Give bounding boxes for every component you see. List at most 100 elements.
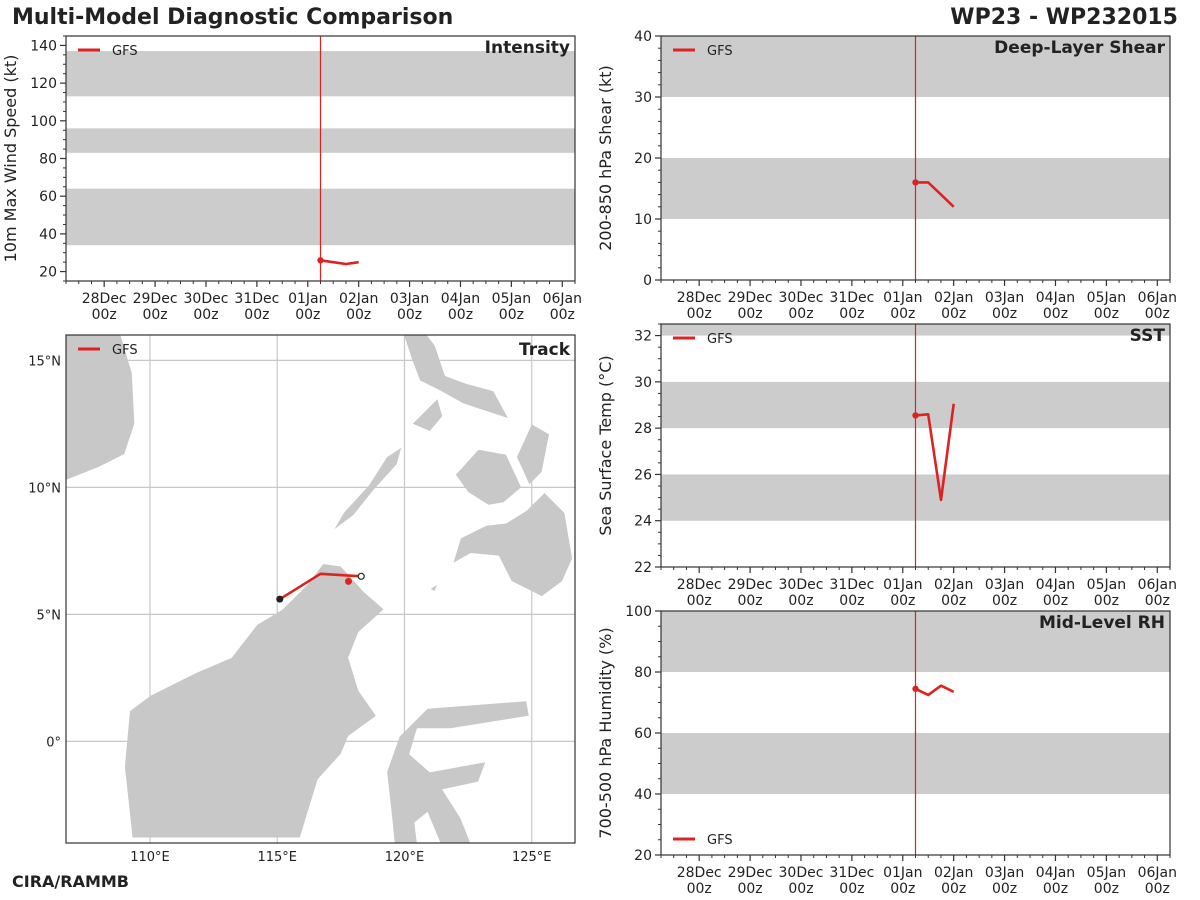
sst-ytick-label: 28	[634, 421, 652, 437]
rh-xtick-day: 06Jan	[1138, 865, 1177, 881]
shear-xtick-hour: 00z	[890, 306, 915, 322]
rh-xtick-hour: 00z	[1094, 881, 1119, 897]
sst-xtick-day: 29Dec	[728, 577, 773, 593]
sst-xtick-hour: 00z	[1094, 593, 1119, 609]
shear-title: Deep-Layer Shear	[994, 38, 1165, 58]
shear-xtick-day: 29Dec	[728, 290, 773, 306]
shear-xtick-hour: 00z	[992, 306, 1017, 322]
intensity-xtick-hour: 00z	[92, 307, 117, 323]
shear-xtick-hour: 00z	[737, 306, 762, 322]
shear-ytick-label: 30	[634, 90, 652, 106]
rh-xtick-hour: 00z	[1145, 881, 1170, 897]
shear-xtick-hour: 00z	[941, 306, 966, 322]
intensity-xtick-hour: 00z	[193, 307, 218, 323]
track-end-point	[357, 572, 365, 580]
sst-xtick-day: 02Jan	[934, 577, 973, 593]
credit-label: CIRA/RAMMB	[12, 872, 129, 891]
lon-tick-label: 125°E	[512, 850, 552, 865]
lon-tick-label: 115°E	[257, 850, 297, 865]
intensity-xtick-hour: 00z	[295, 307, 320, 323]
rh-title: Mid-Level RH	[1039, 613, 1165, 633]
intensity-xtick-day: 03Jan	[390, 291, 429, 307]
rh-xtick-hour: 00z	[737, 881, 762, 897]
shear-xtick-day: 02Jan	[934, 290, 973, 306]
sst-xtick-day: 04Jan	[1036, 577, 1075, 593]
intensity-ytick-label: 100	[30, 114, 57, 130]
sst-xtick-day: 28Dec	[677, 577, 722, 593]
page-title: Multi-Model Diagnostic Comparison	[12, 5, 454, 30]
shear-ylabel: 200-850 hPa Shear (kt)	[596, 65, 615, 251]
sst-ytick-label: 24	[634, 514, 652, 530]
shear-ytick-label: 40	[634, 29, 652, 45]
track-start-point	[276, 595, 284, 603]
shear-ytick-label: 10	[634, 212, 652, 228]
shear-xtick-day: 01Jan	[883, 290, 922, 306]
intensity-xtick-hour: 00z	[244, 307, 269, 323]
shear-xtick-hour: 00z	[788, 306, 813, 322]
intensity-ytick-label: 120	[30, 76, 57, 92]
sst-xtick-hour: 00z	[941, 593, 966, 609]
land-mindoro	[411, 397, 444, 432]
intensity-xtick-day: 01Jan	[288, 291, 327, 307]
lat-tick-label: 5°N	[37, 608, 62, 623]
sst-series-start-point	[912, 412, 919, 419]
lon-tick-label: 120°E	[385, 850, 425, 865]
lat-tick-label: 0°	[46, 735, 61, 750]
shear-xtick-hour: 00z	[839, 306, 864, 322]
intensity-ytick-label: 140	[30, 38, 57, 54]
track-init-point	[344, 577, 352, 585]
intensity-xtick-day: 02Jan	[339, 291, 378, 307]
land-sulu	[429, 582, 439, 593]
land-layer	[66, 335, 573, 843]
intensity-series-start-point	[317, 257, 324, 264]
rh-xtick-hour: 00z	[788, 881, 813, 897]
shear-xtick-day: 30Dec	[779, 290, 824, 306]
shear-xtick-hour: 00z	[687, 306, 712, 322]
intensity-xtick-day: 04Jan	[441, 291, 480, 307]
sst-xtick-hour: 00z	[1145, 593, 1170, 609]
sst-series-gfs	[915, 403, 955, 502]
intensity-xtick-day: 05Jan	[492, 291, 531, 307]
shear-series-start-point	[912, 179, 919, 186]
rh-xtick-day: 28Dec	[677, 865, 722, 881]
rh-ytick-label: 60	[634, 726, 652, 742]
rh-series-start-point	[912, 685, 919, 692]
shear-legend-label: GFS	[707, 44, 733, 59]
intensity-xtick-day: 29Dec	[133, 291, 178, 307]
map-graticule	[66, 335, 575, 843]
sst-xtick-hour: 00z	[687, 593, 712, 609]
rh-xtick-hour: 00z	[992, 881, 1017, 897]
land-indochina	[66, 335, 136, 481]
storm-id: WP23 - WP232015	[950, 5, 1178, 30]
sst-xtick-hour: 00z	[788, 593, 813, 609]
shear-xtick-day: 31Dec	[829, 290, 874, 306]
lat-tick-label: 10°N	[28, 481, 61, 496]
sst-xtick-day: 05Jan	[1087, 577, 1126, 593]
intensity-xtick-day: 30Dec	[184, 291, 229, 307]
intensity-ytick-label: 40	[39, 227, 57, 243]
shear-xtick-hour: 00z	[1094, 306, 1119, 322]
intensity-ylabel: 10m Max Wind Speed (kt)	[1, 55, 20, 263]
rh-ytick-label: 80	[634, 665, 652, 681]
shear-xtick-day: 04Jan	[1036, 290, 1075, 306]
land-samar-leyte	[516, 423, 550, 486]
intensity-series-gfs	[320, 259, 359, 266]
sst-ytick-label: 32	[634, 329, 652, 345]
intensity-xtick-day: 28Dec	[82, 291, 127, 307]
intensity-ytick-label: 60	[39, 189, 57, 205]
rh-xtick-day: 05Jan	[1087, 865, 1126, 881]
land-palawan	[332, 445, 403, 531]
rh-series-gfs	[914, 684, 955, 697]
land-visayas	[454, 448, 523, 506]
sst-title: SST	[1130, 326, 1166, 346]
sst-ytick-label: 22	[634, 560, 652, 576]
shear-xtick-hour: 00z	[1043, 306, 1068, 322]
sst-xtick-hour: 00z	[992, 593, 1017, 609]
intensity-xtick-hour: 00z	[142, 307, 167, 323]
sst-xtick-hour: 00z	[1043, 593, 1068, 609]
track-line-gfs	[279, 572, 362, 601]
sst-xtick-hour: 00z	[737, 593, 762, 609]
intensity-xtick-hour: 00z	[397, 307, 422, 323]
sst-xtick-day: 31Dec	[829, 577, 874, 593]
